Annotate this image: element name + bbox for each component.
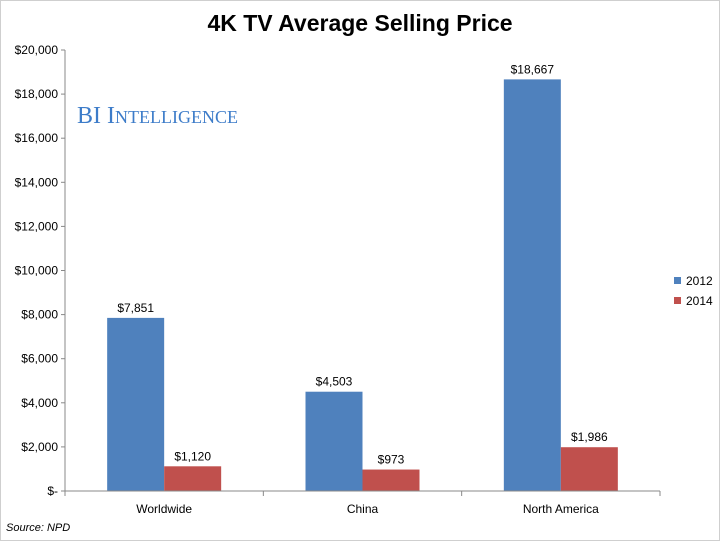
- bar-2014: [164, 466, 222, 491]
- bi-intelligence-logo: BI INTELLIGENCE: [77, 103, 238, 129]
- legend-label: 2012: [686, 274, 713, 288]
- y-tick-label: $4,000: [21, 396, 58, 410]
- data-label: $1,986: [571, 430, 608, 444]
- bars: $7,851 $1,120 $4,503 $973 $18,667 $1,986: [107, 62, 618, 492]
- legend-label: 2014: [686, 294, 713, 308]
- bar-2012: [503, 79, 561, 492]
- x-category-label: China: [347, 502, 379, 516]
- y-tick-label: $18,000: [15, 87, 59, 101]
- y-tick-label: $16,000: [15, 131, 59, 145]
- y-tick-label: $8,000: [21, 308, 58, 322]
- y-tick-label: $10,000: [15, 264, 59, 278]
- chart-title: 4K TV Average Selling Price: [207, 10, 512, 36]
- y-tick-label: $14,000: [15, 175, 59, 189]
- bar-2012: [305, 391, 363, 491]
- legend-swatch-2014: [674, 297, 681, 304]
- y-tick-label: $12,000: [15, 219, 59, 233]
- legend: 2012 2014: [674, 274, 713, 308]
- x-axis: Worldwide China North America: [64, 490, 661, 516]
- data-label: $1,120: [174, 449, 211, 463]
- x-category-label: North America: [523, 502, 599, 516]
- bar-2012: [107, 317, 165, 491]
- x-category-label: Worldwide: [136, 502, 192, 516]
- data-label: $973: [378, 453, 405, 467]
- y-tick-label: $6,000: [21, 352, 58, 366]
- bar-2014: [362, 469, 420, 491]
- data-label: $7,851: [117, 301, 154, 315]
- y-axis: $- $2,000 $4,000 $6,000 $8,000 $10,000 $12,000…: [15, 43, 66, 498]
- data-label: $4,503: [316, 375, 353, 389]
- source-note: Source: NPD: [6, 522, 70, 534]
- data-label: $18,667: [511, 62, 555, 76]
- y-tick-label: $20,000: [15, 43, 59, 57]
- bar-2014: [560, 447, 618, 491]
- legend-swatch-2012: [674, 277, 681, 284]
- y-tick-label: $2,000: [21, 440, 58, 454]
- y-tick-label: $-: [47, 484, 58, 498]
